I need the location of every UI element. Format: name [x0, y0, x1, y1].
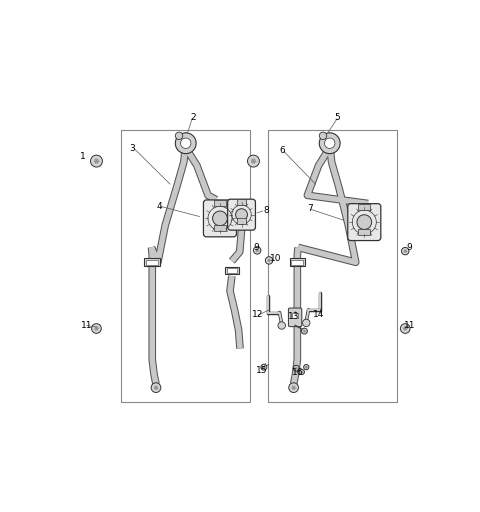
Circle shape — [304, 365, 309, 370]
Circle shape — [265, 257, 273, 264]
Text: 14: 14 — [313, 310, 324, 319]
FancyBboxPatch shape — [204, 200, 237, 237]
Bar — [121, 130, 250, 402]
Circle shape — [324, 138, 335, 148]
FancyBboxPatch shape — [288, 308, 302, 327]
Bar — [237, 199, 246, 205]
Text: 16: 16 — [292, 368, 304, 376]
Bar — [227, 268, 237, 273]
Circle shape — [301, 328, 307, 334]
Circle shape — [278, 322, 286, 329]
Circle shape — [92, 324, 101, 333]
FancyBboxPatch shape — [348, 204, 381, 241]
Circle shape — [291, 386, 296, 390]
Circle shape — [255, 249, 259, 252]
Circle shape — [253, 247, 261, 254]
Bar — [359, 229, 370, 234]
Circle shape — [289, 383, 299, 393]
Text: 6: 6 — [279, 146, 285, 155]
Bar — [144, 258, 160, 266]
Circle shape — [267, 259, 271, 262]
Text: 2: 2 — [191, 113, 196, 122]
Text: 5: 5 — [334, 113, 340, 122]
Circle shape — [357, 215, 372, 229]
Circle shape — [94, 326, 98, 331]
Text: 9: 9 — [253, 243, 259, 252]
Circle shape — [295, 367, 298, 370]
Circle shape — [319, 133, 340, 154]
Text: 13: 13 — [288, 312, 300, 321]
Bar — [214, 200, 226, 206]
Circle shape — [404, 249, 407, 253]
Text: 9: 9 — [407, 243, 412, 252]
Text: 1: 1 — [80, 152, 86, 161]
Text: 3: 3 — [130, 144, 135, 153]
Circle shape — [299, 370, 304, 375]
Circle shape — [151, 383, 161, 393]
Bar — [214, 225, 226, 231]
Text: 15: 15 — [256, 366, 267, 375]
Circle shape — [91, 155, 102, 167]
Circle shape — [175, 132, 183, 139]
Circle shape — [302, 319, 310, 327]
Bar — [292, 312, 299, 318]
Bar — [359, 204, 370, 209]
Circle shape — [305, 366, 307, 368]
Bar — [268, 130, 396, 402]
Circle shape — [94, 158, 99, 164]
Circle shape — [293, 366, 299, 371]
Bar — [237, 218, 246, 224]
Bar — [225, 267, 239, 274]
Circle shape — [403, 326, 408, 331]
Bar — [291, 260, 303, 265]
Circle shape — [303, 330, 306, 332]
Text: 8: 8 — [264, 206, 270, 215]
Circle shape — [400, 324, 410, 333]
Text: 4: 4 — [157, 202, 163, 211]
Text: 7: 7 — [307, 204, 313, 213]
Circle shape — [319, 132, 327, 139]
Bar — [289, 258, 305, 266]
Circle shape — [213, 211, 228, 226]
Circle shape — [248, 155, 259, 167]
Circle shape — [261, 364, 267, 370]
Circle shape — [300, 371, 303, 373]
Circle shape — [175, 133, 196, 154]
Bar — [146, 260, 158, 265]
Circle shape — [180, 138, 191, 148]
FancyBboxPatch shape — [228, 199, 255, 230]
Text: 11: 11 — [81, 321, 93, 330]
Circle shape — [401, 247, 409, 255]
Text: 12: 12 — [252, 310, 263, 319]
Circle shape — [251, 158, 256, 164]
Text: 10: 10 — [270, 254, 282, 263]
Circle shape — [154, 386, 158, 390]
Text: 11: 11 — [404, 321, 415, 330]
Circle shape — [236, 209, 248, 221]
